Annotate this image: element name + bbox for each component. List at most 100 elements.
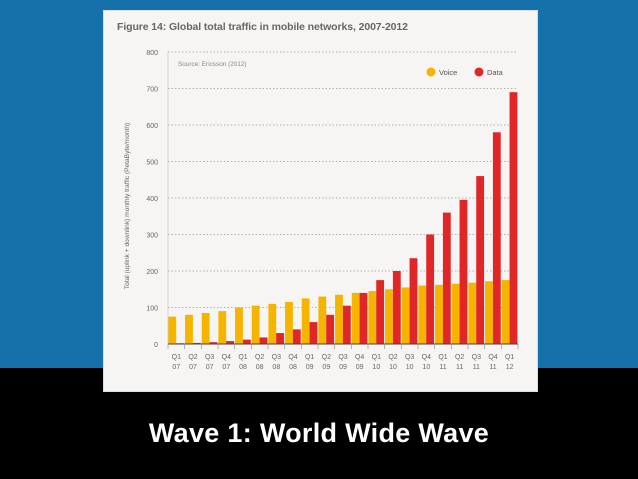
x-tick-label-year: 08 xyxy=(272,364,280,371)
y-tick-label: 200 xyxy=(146,269,158,276)
x-tick-label-year: 11 xyxy=(439,364,446,371)
data-bar xyxy=(376,280,385,344)
data-bar xyxy=(459,199,468,344)
x-tick-label-quarter: Q4 xyxy=(422,354,431,361)
x-tick-label-quarter: Q3 xyxy=(472,354,481,361)
voice-bar xyxy=(168,316,177,344)
voice-bar xyxy=(401,287,410,344)
data-bar xyxy=(292,329,301,344)
x-tick-label-year: 08 xyxy=(289,364,297,371)
legend-voice-swatch xyxy=(426,67,436,77)
data-bar xyxy=(392,271,401,344)
voice-bar xyxy=(351,292,360,344)
x-tick-label-quarter: Q3 xyxy=(205,354,214,361)
voice-bar xyxy=(285,302,293,344)
voice-bar xyxy=(468,282,477,344)
x-tick-label-year: 11 xyxy=(473,364,480,371)
x-tick-label-quarter: Q4 xyxy=(288,354,297,361)
x-tick-label-quarter: Q2 xyxy=(255,354,264,361)
voice-bar xyxy=(451,283,460,344)
x-tick-label-quarter: Q2 xyxy=(322,354,331,361)
voice-bar xyxy=(335,294,343,344)
y-tick-label: 700 xyxy=(146,87,158,94)
x-tick-label-year: 08 xyxy=(256,364,264,371)
data-bar xyxy=(276,333,285,344)
x-tick-label-year: 07 xyxy=(222,364,230,371)
y-tick-label: 800 xyxy=(146,50,158,57)
x-tick-label-year: 10 xyxy=(389,364,397,371)
data-bar xyxy=(426,234,435,344)
x-tick-label-year: 07 xyxy=(189,364,197,371)
voice-bar xyxy=(251,305,260,344)
x-tick-label-quarter: Q2 xyxy=(388,354,397,361)
voice-bar xyxy=(201,312,210,344)
legend-data-swatch xyxy=(474,67,484,77)
x-tick-label-quarter: Q3 xyxy=(272,354,281,361)
x-tick-label-quarter: Q4 xyxy=(488,354,497,361)
data-bar xyxy=(226,341,235,344)
x-tick-label-year: 10 xyxy=(372,364,380,371)
chart-title: Figure 14: Global total traffic in mobil… xyxy=(117,21,408,33)
x-tick-label-year: 09 xyxy=(339,364,347,371)
voice-bar xyxy=(235,307,243,344)
slide-caption: Wave 1: World Wide Wave xyxy=(148,418,490,448)
source-note: Source: Ericsson (2012) xyxy=(178,61,247,68)
x-tick-label-year: 11 xyxy=(456,364,463,371)
data-bar xyxy=(309,322,318,344)
x-tick-label-quarter: Q1 xyxy=(305,354,314,361)
x-tick-label-quarter: Q1 xyxy=(172,354,181,361)
x-tick-label-quarter: Q1 xyxy=(438,354,447,361)
x-tick-label-year: 10 xyxy=(406,364,414,371)
x-tick-label-year: 09 xyxy=(322,364,330,371)
voice-bar xyxy=(385,289,393,344)
data-bar xyxy=(192,342,201,344)
chart-card: Figure 14: Global total traffic in mobil… xyxy=(103,10,538,392)
x-tick-label-quarter: Q2 xyxy=(188,354,197,361)
x-tick-label-year: 09 xyxy=(306,364,314,371)
data-bar xyxy=(442,212,451,344)
data-bar xyxy=(326,314,335,344)
bar-chart: 0 100 200 300 400 500 600 700 800 Total (uplink +… xyxy=(124,50,519,371)
x-tick-label-quarter: Q1 xyxy=(238,354,247,361)
voice-bar xyxy=(301,298,310,344)
x-tick-label-year: 10 xyxy=(422,364,430,371)
voice-bar xyxy=(485,281,493,344)
voice-bar xyxy=(185,314,193,344)
data-bar xyxy=(476,176,485,344)
x-tick-label-year: 08 xyxy=(239,364,247,371)
x-tick-label-year: 11 xyxy=(489,364,496,371)
x-tick-label-quarter: Q4 xyxy=(222,354,231,361)
legend-data-label: Data xyxy=(487,68,504,77)
y-tick-label: 300 xyxy=(146,233,158,240)
voice-bar xyxy=(418,285,427,344)
x-tick-label-quarter: Q4 xyxy=(355,354,364,361)
x-tick-label-quarter: Q1 xyxy=(505,354,514,361)
data-bar xyxy=(209,342,218,344)
y-tick-label: 0 xyxy=(154,342,158,349)
x-tick-label-quarter: Q2 xyxy=(455,354,464,361)
data-bar xyxy=(509,92,518,345)
x-tick-label-year: 07 xyxy=(172,364,180,371)
y-tick-label: 600 xyxy=(146,123,158,130)
data-bar xyxy=(342,305,351,344)
y-tick-label: 400 xyxy=(146,196,158,203)
data-bar xyxy=(409,258,418,344)
data-bar xyxy=(492,132,501,344)
voice-bar xyxy=(501,280,510,344)
x-tick-label-year: 12 xyxy=(506,364,514,371)
legend-voice-label: Voice xyxy=(439,68,457,77)
voice-bar xyxy=(318,296,327,344)
data-bar xyxy=(242,339,251,344)
x-tick-label-quarter: Q3 xyxy=(338,354,347,361)
voice-bar xyxy=(268,303,277,344)
data-bar xyxy=(359,292,368,344)
x-tick-label-year: 07 xyxy=(206,364,214,371)
x-tick-label-quarter: Q3 xyxy=(405,354,414,361)
x-tick-label-year: 09 xyxy=(356,364,364,371)
y-axis-label: Total (uplink + downlink) monthly traffi… xyxy=(124,123,131,289)
y-tick-label: 100 xyxy=(146,306,158,313)
voice-bar xyxy=(218,311,227,344)
voice-bar xyxy=(368,291,377,344)
x-tick-label-quarter: Q1 xyxy=(372,354,381,361)
data-bar xyxy=(259,337,268,344)
